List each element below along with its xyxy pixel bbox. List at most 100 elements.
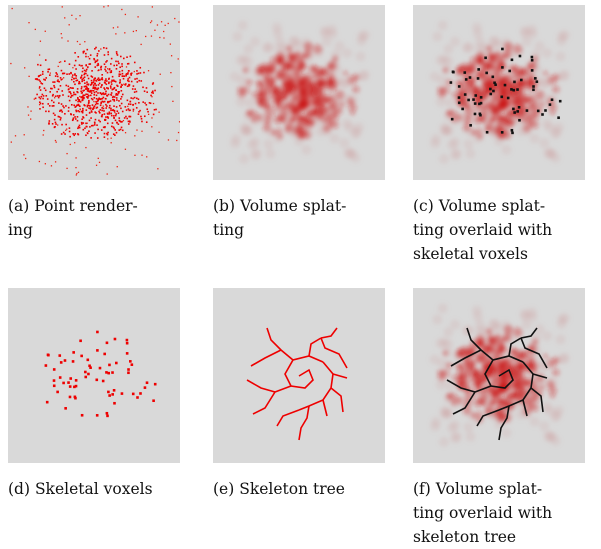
point: [75, 77, 77, 80]
voxel: [520, 78, 523, 82]
splat: [473, 376, 480, 384]
point: [121, 63, 123, 65]
splat: [454, 396, 464, 405]
splat: [302, 53, 308, 59]
point: [88, 119, 91, 122]
splat: [501, 427, 512, 438]
tree-branch: [508, 337, 522, 357]
splat: [262, 74, 269, 81]
voxel: [143, 386, 147, 389]
point: [59, 118, 62, 121]
point: [73, 104, 76, 107]
point: [95, 100, 97, 103]
point: [98, 111, 101, 114]
point: [170, 55, 173, 57]
point: [123, 117, 126, 119]
point: [100, 93, 103, 96]
tree-branch: [498, 361, 534, 411]
splat: [301, 94, 308, 101]
splat: [529, 416, 540, 427]
splat: [498, 133, 505, 140]
point: [96, 102, 98, 105]
point: [58, 102, 60, 104]
point: [178, 121, 180, 123]
point: [84, 41, 86, 43]
point: [103, 87, 105, 89]
splat: [534, 41, 545, 52]
splat: [527, 82, 537, 92]
point: [125, 74, 127, 77]
splat: [491, 392, 500, 401]
splat: [240, 86, 250, 95]
point: [61, 37, 63, 39]
splat: [532, 392, 538, 399]
point: [113, 64, 116, 67]
point: [111, 122, 114, 124]
splat: [264, 96, 270, 103]
point: [124, 132, 127, 134]
point: [128, 120, 131, 123]
point: [83, 89, 85, 92]
voxel: [541, 113, 544, 116]
point: [61, 123, 63, 126]
point: [139, 109, 141, 112]
point: [71, 74, 74, 76]
point: [90, 83, 93, 86]
point: [128, 80, 130, 83]
voxel: [52, 379, 56, 382]
point: [37, 63, 39, 66]
point: [79, 77, 82, 79]
point: [145, 35, 147, 38]
point: [56, 95, 59, 97]
splat: [462, 123, 472, 132]
splat: [251, 148, 262, 159]
point: [156, 24, 159, 26]
splat: [450, 36, 461, 47]
point: [96, 78, 99, 81]
point: [87, 66, 89, 68]
voxel: [485, 130, 489, 134]
point: [51, 122, 54, 125]
splat: [556, 314, 567, 325]
point: [54, 95, 57, 98]
point: [128, 115, 130, 118]
point: [110, 109, 112, 112]
point: [136, 129, 138, 131]
point: [91, 104, 94, 106]
point: [106, 60, 108, 62]
point: [87, 83, 90, 86]
splat: [538, 384, 545, 391]
splat: [470, 411, 478, 419]
point: [92, 86, 95, 88]
point: [159, 73, 161, 75]
point: [108, 100, 111, 103]
point: [118, 119, 121, 122]
point: [50, 87, 52, 90]
point: [110, 57, 113, 60]
splat: [315, 70, 323, 79]
point: [152, 113, 155, 116]
splat: [307, 99, 316, 109]
tree-branch: [466, 327, 494, 361]
point: [85, 114, 88, 116]
point: [113, 99, 115, 101]
point: [127, 72, 129, 74]
splat: [507, 99, 516, 109]
point: [134, 102, 137, 105]
voxel: [71, 360, 75, 363]
point: [80, 96, 83, 98]
point: [177, 58, 179, 60]
point: [96, 54, 98, 57]
point: [103, 113, 106, 115]
point: [83, 76, 86, 78]
splat: [295, 123, 301, 130]
point: [148, 102, 151, 104]
point: [106, 71, 109, 74]
caption-line: (b) Volume splat-: [213, 197, 347, 215]
point: [101, 107, 103, 109]
point: [89, 89, 92, 92]
point: [75, 110, 78, 113]
splat: [486, 52, 494, 60]
point: [80, 90, 82, 93]
